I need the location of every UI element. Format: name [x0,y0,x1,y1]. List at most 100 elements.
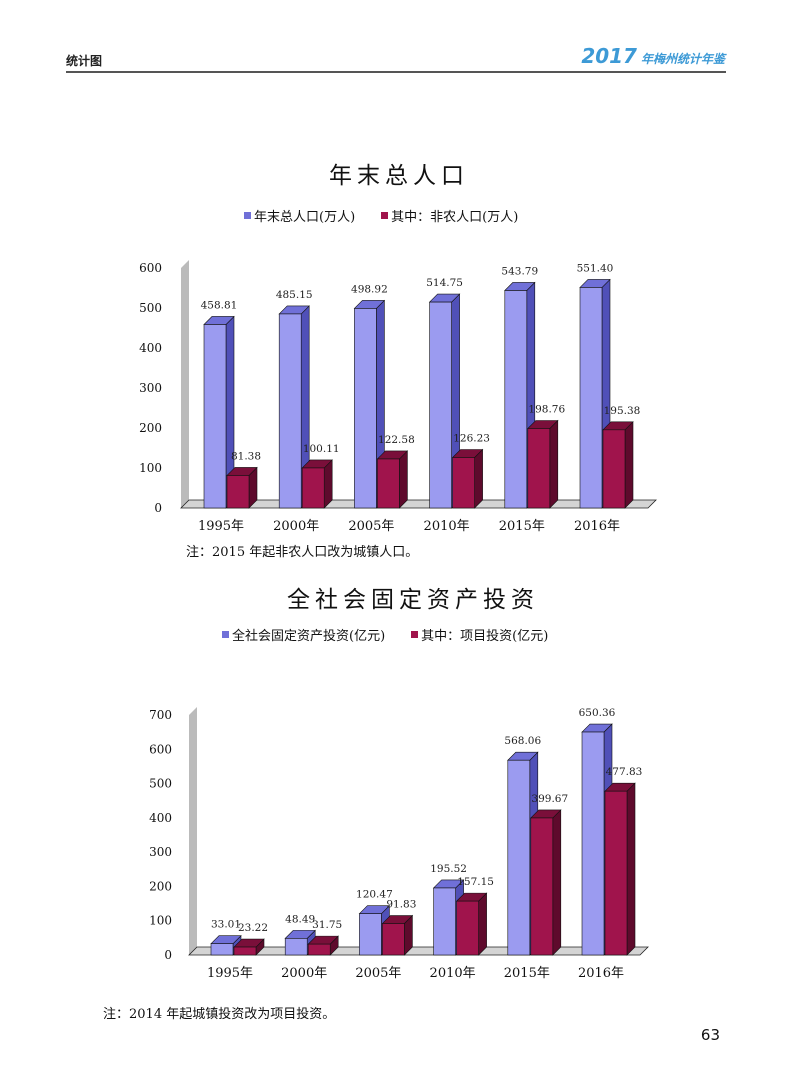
chart1-bar-s2-4 [527,419,559,509]
chart1-xtick-3: 2010年 [424,519,470,534]
chart2-legend-item-2: 其中：项目投资(亿元) [411,625,548,644]
chart1-bar-front-s1-4 [504,290,528,509]
chart1-bars: 0 100 200 300 400 500 600 458.81 81.38 1995年 485.1… [139,260,657,534]
chart2-data-label-s2-3: 157.15 [457,876,494,888]
chart1-bar-front-s2-0 [226,475,250,509]
chart1-bar-s2-5 [602,421,634,509]
yearbook-title: 2017 年梅州统计年鉴 [581,44,725,68]
chart1-bar-s1-1 [278,305,310,509]
chart2-bar-front-s1-1 [284,938,308,956]
chart1-data-label-s2-0: 81.38 [231,450,261,462]
chart1-legend-item-2: 其中：非农人口(万人) [381,206,518,225]
chart1-bar-s1-0 [203,315,235,509]
chart1-data-label-s1-3: 514.75 [426,277,463,289]
chart2-data-label-s1-5: 650.36 [579,707,616,719]
chart1-bar-side-s2-5 [624,421,634,509]
chart1-data-label-s2-1: 100.11 [303,443,340,455]
chart1-ytick-3: 300 [139,381,162,395]
chart2-data-label-s1-4: 568.06 [504,735,541,747]
chart1-bar-front-s1-3 [429,301,452,509]
chart2-legend-swatch-2 [411,631,419,638]
chart2-bar-front-s2-2 [382,923,405,956]
chart2-ytick-7: 700 [149,708,172,722]
chart2-data-label-s2-5: 477.83 [606,766,643,778]
yearbook-name: 年梅州统计年鉴 [640,52,725,66]
chart1-data-label-s2-2: 122.58 [378,434,415,446]
chart2-bar-front-s1-2 [359,913,382,956]
chart2-ytick-0: 0 [164,948,172,962]
chart2-data-label-s1-2: 120.47 [356,889,393,901]
chart2-ytick-5: 500 [149,777,172,791]
chart1-data-label-s1-0: 458.81 [201,299,238,311]
chart2-data-label-s2-2: 91.83 [386,899,416,911]
chart2-bar-s2-3 [455,892,488,956]
chart2-bar-front-s1-0 [210,943,234,956]
chart2-data-label-s1-0: 33.01 [211,919,241,931]
chart1-legend-item-1: 年末总人口(万人) [244,206,355,225]
chart2-legend-label-2: 其中：项目投资(亿元) [421,629,549,644]
chart1-xtick-1: 2000年 [273,519,319,534]
chart2-xtick-5: 2016年 [578,966,624,981]
chart2-data-label-s1-1: 48.49 [285,913,315,925]
chart1-xtick-4: 2015年 [499,519,545,534]
chart2-ytick-4: 400 [149,811,172,825]
chart1-bar-front-s2-3 [452,457,475,509]
chart2-bar-front-s2-5 [604,790,628,956]
chart2-bar-s2-0 [233,938,265,956]
chart1-side-wall [181,260,189,508]
chart1-bar-front-s1-2 [354,308,377,509]
header-rule [66,71,726,73]
chart1-bar-front-s1-1 [278,313,302,509]
yearbook-year: 2017 [581,44,637,68]
chart2-xtick-4: 2015年 [504,966,550,981]
chart1-ytick-5: 500 [139,301,162,315]
chart1-bar-side-s2-3 [474,448,483,509]
chart1-data-label-s1-4: 543.79 [501,265,538,277]
chart1-xtick-5: 2016年 [574,519,620,534]
chart1-bar-s2-0 [226,466,258,509]
chart2-data-label-s2-1: 31.75 [312,919,342,931]
chart2-bar-front-s1-4 [507,759,531,956]
chart1-title: 年末总人口 [329,163,469,189]
chart1-ytick-0: 0 [154,501,162,515]
chart1-bar-front-s1-5 [579,287,603,509]
chart2-legend-label-1: 全社会固定资产投资(亿元) [232,629,386,644]
chart1-bar-s2-1 [301,459,333,509]
section-title: 统计图 [66,54,103,68]
chart2-title: 全社会固定资产投资 [287,587,539,613]
chart1-data-label-s2-3: 126.23 [453,433,490,445]
chart1-data-label-s1-1: 485.15 [276,289,313,301]
chart2-ytick-3: 300 [149,845,172,859]
chart2-bar-front-s2-0 [233,946,257,956]
chart2-legend-swatch-1 [222,631,229,638]
chart2-data-label-s1-3: 195.52 [430,863,467,875]
chart2-bar-front-s2-3 [456,900,479,956]
chart2-bar-front-s1-3 [433,887,456,956]
chart1-legend-label-1: 年末总人口(万人) [254,210,356,225]
chart1-data-label-s1-2: 498.92 [351,283,388,295]
chart2-bar-side-s2-4 [552,809,562,956]
chart1-bar-s2-3 [451,448,484,509]
chart1-bar-front-s2-2 [377,458,400,509]
chart2-bar-side-s2-5 [626,782,636,956]
chart1-ytick-4: 400 [139,341,162,355]
chart1-xtick-2: 2005年 [348,519,394,534]
chart1-bar-side-s2-2 [399,450,408,509]
chart2-bar-front-s1-5 [581,731,605,956]
chart1-bar-front-s2-5 [602,429,626,509]
chart1-bar-front-s1-0 [203,324,227,509]
chart2-legend-item-1: 全社会固定资产投资(亿元) [222,625,385,644]
chart1-legend: 年末总人口(万人) 其中：非农人口(万人) [244,206,518,225]
chart1-note: 注：2015 年起非农人口改为城镇人口。 [186,545,419,560]
chart1-legend-swatch-1 [244,212,251,219]
chart2-xtick-3: 2010年 [430,966,476,981]
chart2-ytick-1: 100 [149,914,172,928]
chart2-bar-s2-4 [530,809,562,956]
chart2-legend: 全社会固定资产投资(亿元) 其中：项目投资(亿元) [222,625,548,644]
chart2-bar-s2-1 [307,935,339,956]
chart2-xtick-0: 1995年 [207,966,253,981]
chart2-side-wall [189,707,197,955]
chart1-data-label-s1-5: 551.40 [577,262,614,274]
